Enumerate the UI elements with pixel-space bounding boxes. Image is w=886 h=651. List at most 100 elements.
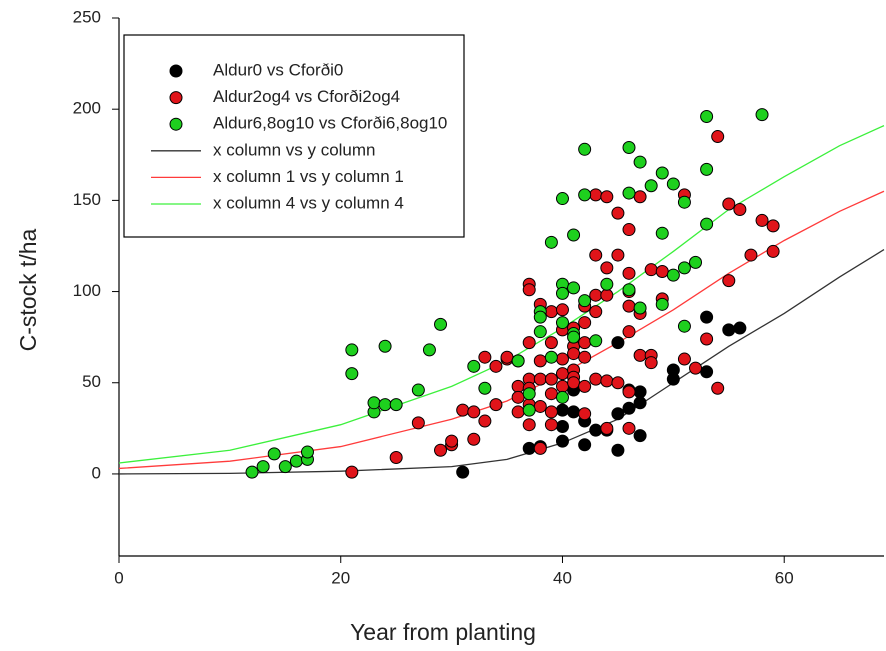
scatter-point (611, 376, 625, 390)
scatter-point (489, 398, 503, 412)
y-tick-label: 250 (73, 7, 101, 26)
scatter-point (544, 305, 558, 319)
scatter-point (345, 343, 359, 357)
legend-label: x column 1 vs y column 1 (213, 167, 404, 186)
legend-swatch (169, 91, 183, 105)
scatter-point (522, 387, 536, 401)
scatter-point (633, 348, 647, 362)
scatter-point (733, 202, 747, 216)
scatter-point (522, 403, 536, 417)
y-tick-label: 50 (82, 372, 101, 391)
scatter-point (389, 398, 403, 412)
scatter-point (555, 192, 569, 206)
x-tick-label: 40 (553, 568, 572, 587)
scatter-point (478, 350, 492, 364)
scatter-point (700, 310, 714, 324)
scatter-point (345, 367, 359, 381)
y-axis-title: C-stock t/ha (15, 228, 41, 351)
scatter-point (633, 155, 647, 169)
scatter-point (555, 367, 569, 381)
scatter-point (655, 166, 669, 180)
scatter-point (655, 297, 669, 311)
scatter-point (633, 385, 647, 399)
scatter-point (467, 405, 481, 419)
scatter-point (722, 274, 736, 288)
scatter-point (700, 162, 714, 176)
scatter-point (711, 130, 725, 144)
scatter-point (700, 217, 714, 231)
scatter-point (600, 421, 614, 435)
scatter-point (478, 414, 492, 428)
scatter-point (567, 281, 581, 295)
scatter-point (700, 332, 714, 346)
scatter-point (522, 418, 536, 432)
scatter-point (578, 336, 592, 350)
scatter-point (733, 321, 747, 335)
scatter-point (544, 405, 558, 419)
scatter-point (245, 465, 259, 479)
scatter-point (622, 186, 636, 200)
scatter-point (755, 108, 769, 122)
scatter-point (456, 403, 470, 417)
scatter-point (600, 288, 614, 302)
scatter-point (589, 423, 603, 437)
legend-label: x column vs y column (213, 140, 376, 159)
x-axis-title: Year from planting (350, 619, 536, 645)
scatter-point (533, 372, 547, 386)
scatter-point (589, 288, 603, 302)
scatter-point (578, 142, 592, 156)
scatter-point (555, 303, 569, 317)
x-tick-label: 0 (114, 568, 123, 587)
scatter-point (600, 277, 614, 291)
scatter-point (700, 365, 714, 379)
scatter-point (544, 387, 558, 401)
legend-label: Aldur6,8og10 vs Cforði6,8og10 (213, 114, 447, 133)
legend-label: Aldur0 vs Cforði0 (213, 60, 343, 79)
y-tick-label: 150 (73, 190, 101, 209)
scatter-point (533, 325, 547, 339)
scatter-point (600, 261, 614, 275)
scatter-point (533, 399, 547, 413)
scatter-point (633, 301, 647, 315)
x-tick-label: 60 (775, 568, 794, 587)
legend-swatch (169, 117, 183, 131)
scatter-point (677, 352, 691, 366)
scatter-point (578, 379, 592, 393)
scatter-point (744, 248, 758, 262)
scatter-point (500, 350, 514, 364)
scatter-point (533, 441, 547, 455)
scatter-point (578, 438, 592, 452)
scatter-point (511, 354, 525, 368)
scatter-point (434, 317, 448, 331)
scatter-point (555, 352, 569, 366)
scatter-point (600, 374, 614, 388)
scatter-point (578, 350, 592, 364)
scatter-point (567, 330, 581, 344)
scatter-point (478, 381, 492, 395)
scatter-point (544, 336, 558, 350)
scatter-point (434, 443, 448, 457)
scatter-point (389, 451, 403, 465)
scatter-point (755, 213, 769, 227)
scatter-point (411, 416, 425, 430)
scatter-point (666, 268, 680, 282)
scatter-point (278, 460, 292, 474)
scatter-point (666, 177, 680, 191)
scatter-point (633, 190, 647, 204)
scatter-point (622, 385, 636, 399)
scatter-point (711, 381, 725, 395)
scatter-point (689, 361, 703, 375)
scatter-point (256, 460, 270, 474)
scatter-point (345, 465, 359, 479)
scatter-point (578, 316, 592, 330)
scatter-point (633, 396, 647, 410)
scatter-point (445, 434, 459, 448)
scatter-point (544, 350, 558, 364)
scatter-point (622, 299, 636, 313)
scatter-point (544, 372, 558, 386)
scatter-point (589, 372, 603, 386)
scatter-point (567, 347, 581, 361)
scatter-point (766, 244, 780, 258)
x-tick-label: 20 (331, 568, 350, 587)
